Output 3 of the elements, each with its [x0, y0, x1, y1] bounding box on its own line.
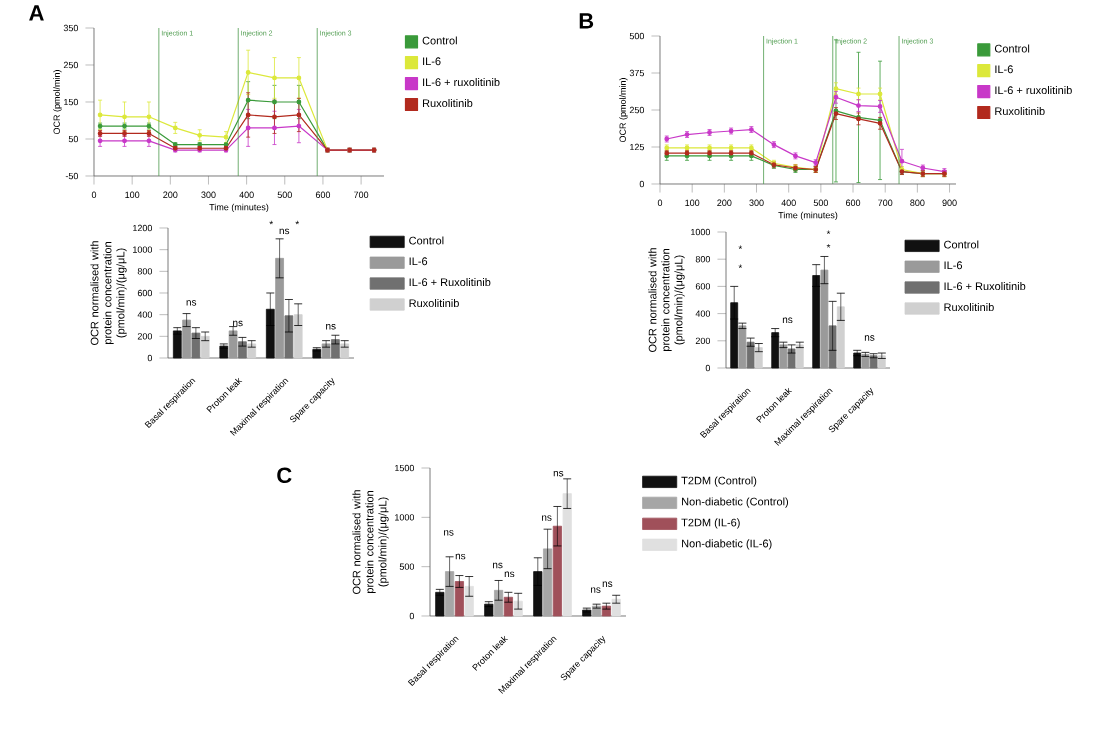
chart-title: A [29, 5, 44, 21]
chart-title: C [277, 467, 292, 484]
chart-title: B [579, 13, 594, 29]
